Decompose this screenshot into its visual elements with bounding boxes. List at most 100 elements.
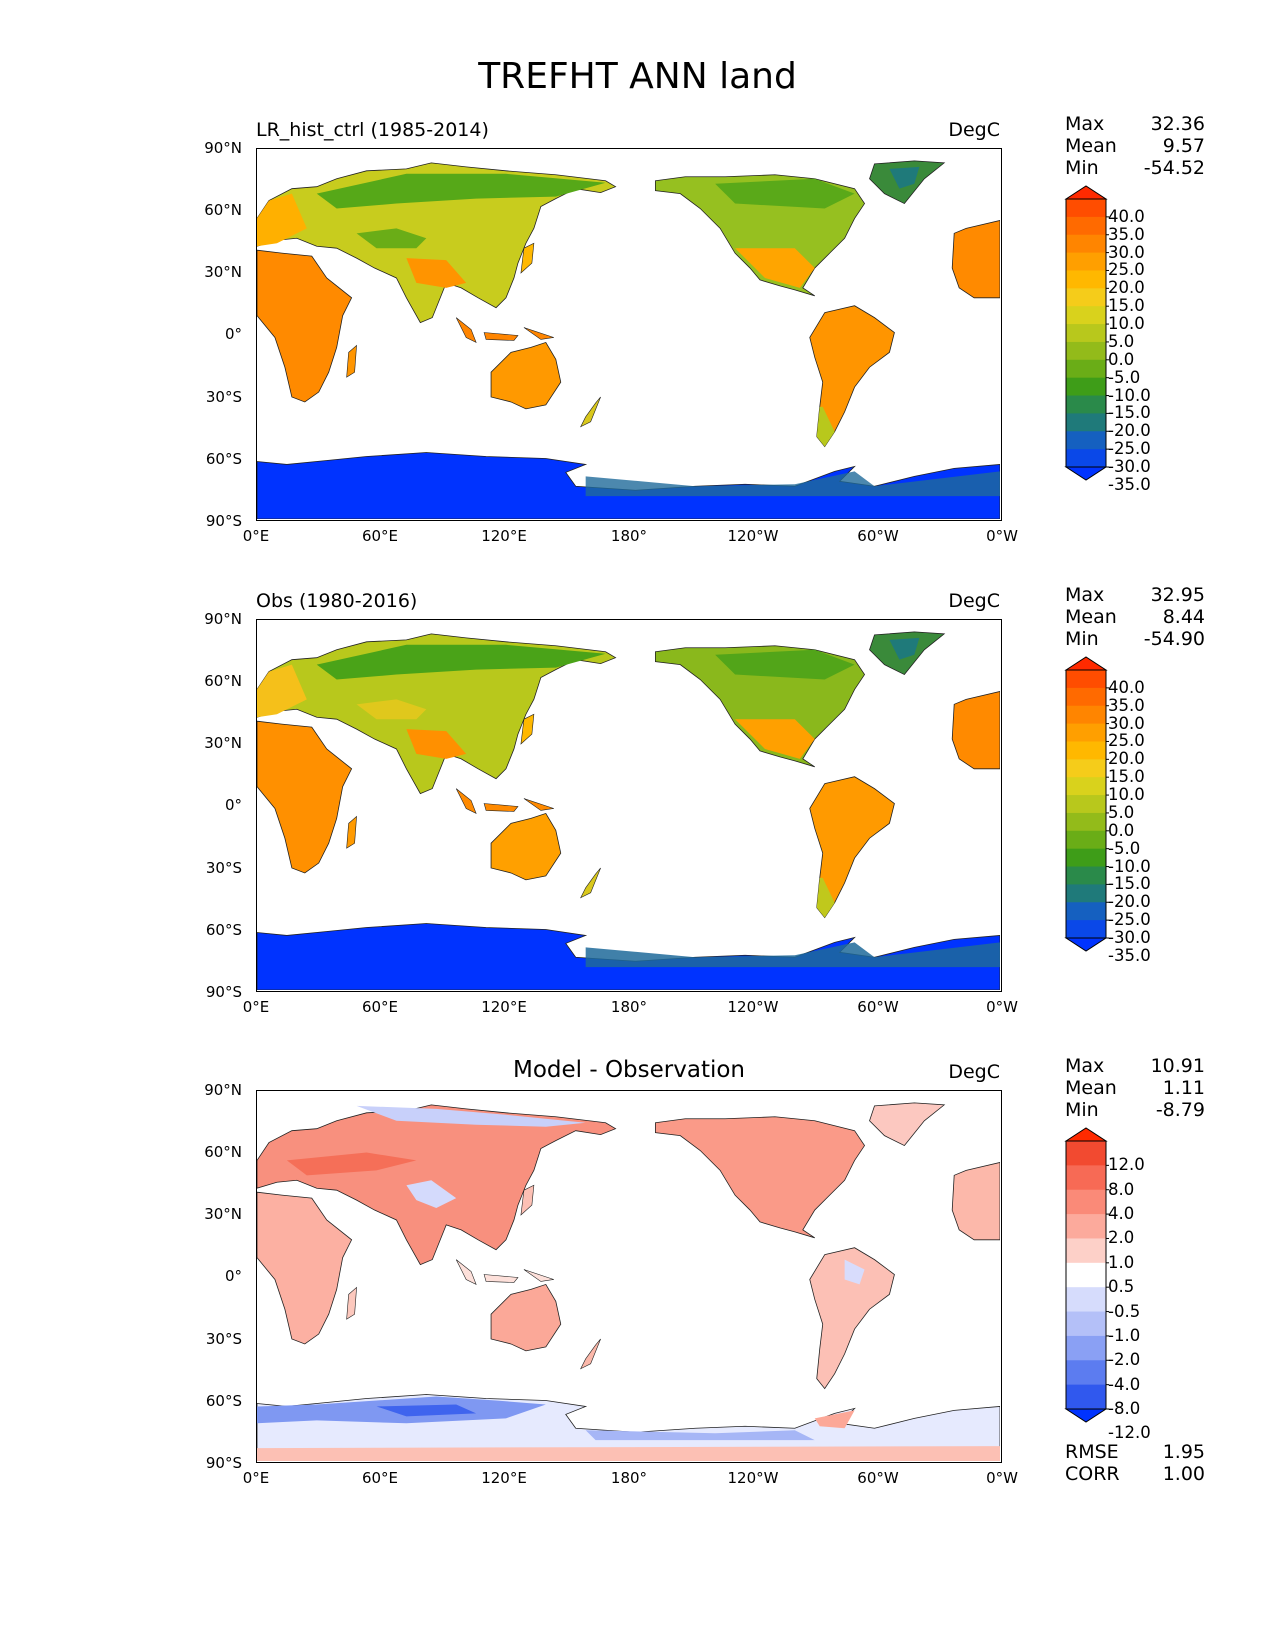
stat-max: 10.91: [1150, 1055, 1205, 1077]
x-tick-label: 0°E: [242, 998, 270, 1016]
stat-label: CORR: [1065, 1463, 1120, 1485]
colorbar-tick-label: 35.0: [1108, 224, 1145, 244]
y-tick-label: 90°S: [205, 512, 242, 530]
stat-label: Min: [1065, 1099, 1099, 1121]
stats-box: Max 32.36 Mean 9.57 Min -54.52: [1065, 113, 1205, 179]
y-tick-label: 0°: [224, 796, 242, 814]
colorbar-tick-label: -20.0: [1108, 421, 1151, 441]
colorbar: [1064, 1127, 1109, 1423]
panel-units: DegC: [948, 1061, 1000, 1083]
colorbar-bin: [1066, 270, 1106, 289]
map-area: [256, 1090, 1002, 1463]
colorbar-extend-min: [1064, 1408, 1108, 1423]
colorbar-bin: [1066, 341, 1106, 361]
colorbar-tick-label: 20.0: [1108, 278, 1145, 298]
colorbar-tick-label: 1.0: [1108, 1252, 1135, 1272]
colorbar-tick-label: -1.0: [1108, 1325, 1141, 1345]
x-tick-label: 120°W: [727, 998, 779, 1016]
colorbar: [1064, 185, 1109, 481]
colorbar-tick-label: -12.0: [1108, 1423, 1151, 1443]
colorbar-extend-min: [1064, 466, 1108, 481]
colorbar-bin: [1066, 795, 1106, 814]
y-tick-label: 30°N: [204, 1205, 242, 1223]
y-tick-label: 60°N: [204, 1143, 242, 1161]
x-tick-label: 0°E: [242, 1469, 270, 1487]
y-tick-label: 90°N: [204, 610, 242, 628]
y-tick-label: 90°S: [205, 983, 242, 1001]
colorbar-tick-label: -30.0: [1108, 457, 1151, 476]
y-tick-label: 60°S: [205, 1392, 242, 1410]
panel-title: Model - Observation: [512, 1057, 746, 1083]
colorbar-bin: [1066, 920, 1106, 939]
difference-map: [257, 1102, 1000, 1461]
x-tick-label: 120°W: [727, 527, 779, 545]
colorbar-tick-label: -25.0: [1108, 910, 1151, 930]
colorbar-bin: [1066, 359, 1106, 379]
y-tick-label: 60°S: [205, 921, 242, 939]
colorbar-bin: [1066, 1165, 1106, 1191]
colorbar-tick-label: 0.0: [1108, 820, 1135, 840]
colorbar-bin: [1066, 216, 1106, 236]
colorbar-bin: [1066, 1189, 1106, 1215]
colorbar-bin: [1066, 1311, 1106, 1337]
x-tick-label: 60°E: [361, 1469, 399, 1487]
colorbar-tick-label: -20.0: [1108, 892, 1151, 912]
colorbar-bin: [1066, 687, 1106, 707]
colorbar: [1064, 656, 1109, 952]
colorbar-tick-label: -35.0: [1108, 474, 1151, 494]
stat-min: -54.52: [1143, 157, 1205, 179]
colorbar-extend-max: [1064, 1127, 1108, 1142]
colorbar-tick-label: -0.5: [1108, 1301, 1141, 1321]
colorbar-bin: [1066, 252, 1106, 271]
colorbar-tick-label: -5.0: [1108, 367, 1141, 387]
colorbar-tick-label: 5.0: [1108, 802, 1135, 822]
colorbar-frame: [1065, 669, 1107, 939]
x-tick-label: 120°W: [727, 1469, 779, 1487]
x-tick-label: 0°W: [986, 998, 1018, 1016]
colorbar-bin: [1066, 670, 1106, 689]
panel-units: DegC: [948, 590, 1000, 612]
colorbar-extend-min: [1064, 937, 1108, 952]
stat-min: -54.90: [1143, 628, 1205, 650]
colorbar-bin: [1066, 1384, 1106, 1410]
panel-model: LR_hist_ctrl (1985-2014) DegC: [0, 113, 1275, 589]
stat-rmse: 1.95: [1162, 1441, 1205, 1463]
x-tick-label: 0°W: [986, 527, 1018, 545]
y-tick-label: 60°N: [204, 672, 242, 690]
colorbar-frame: [1065, 198, 1107, 468]
colorbar-bin: [1066, 306, 1106, 325]
colorbar-bin: [1066, 1335, 1106, 1361]
colorbar-bin: [1066, 1287, 1106, 1313]
panel-difference: Model - Observation DegC: [0, 1055, 1275, 1531]
colorbar-tick-label: -5.0: [1108, 838, 1141, 858]
colorbar-bin: [1066, 723, 1106, 742]
colorbar-tick-label: 2.0: [1108, 1228, 1135, 1248]
panel-units: DegC: [948, 119, 1000, 141]
x-tick-label: 120°E: [481, 1469, 527, 1487]
colorbar-bin: [1066, 759, 1106, 778]
colorbar-bin: [1066, 234, 1106, 254]
colorbar-bin: [1066, 902, 1106, 921]
colorbar-tick-label: -35.0: [1108, 945, 1151, 965]
colorbar-tick-label: -30.0: [1108, 928, 1151, 947]
colorbar-bin: [1066, 288, 1106, 307]
colorbar-bin: [1066, 866, 1106, 885]
temperature-map: [257, 631, 1000, 990]
colorbar-frame: [1065, 1140, 1107, 1410]
temperature-map: [257, 160, 1000, 519]
x-tick-label: 60°E: [361, 998, 399, 1016]
colorbar-tick-label: -2.0: [1108, 1350, 1141, 1370]
y-tick-label: 60°S: [205, 450, 242, 468]
stat-label: Mean: [1065, 606, 1117, 628]
y-tick-label: 0°: [224, 325, 242, 343]
colorbar-bin: [1066, 449, 1106, 468]
colorbar-tick-label: -25.0: [1108, 439, 1151, 459]
colorbar-tick-label: 30.0: [1108, 713, 1145, 733]
colorbar-tick-label: 30.0: [1108, 242, 1145, 262]
colorbar-tick-label: -10.0: [1108, 856, 1151, 876]
colorbar-bin: [1066, 199, 1106, 218]
colorbar-tick-label: 8.0: [1108, 1179, 1135, 1199]
stat-max: 32.95: [1150, 584, 1205, 606]
x-tick-label: 120°E: [481, 998, 527, 1016]
colorbar-bin: [1066, 741, 1106, 760]
